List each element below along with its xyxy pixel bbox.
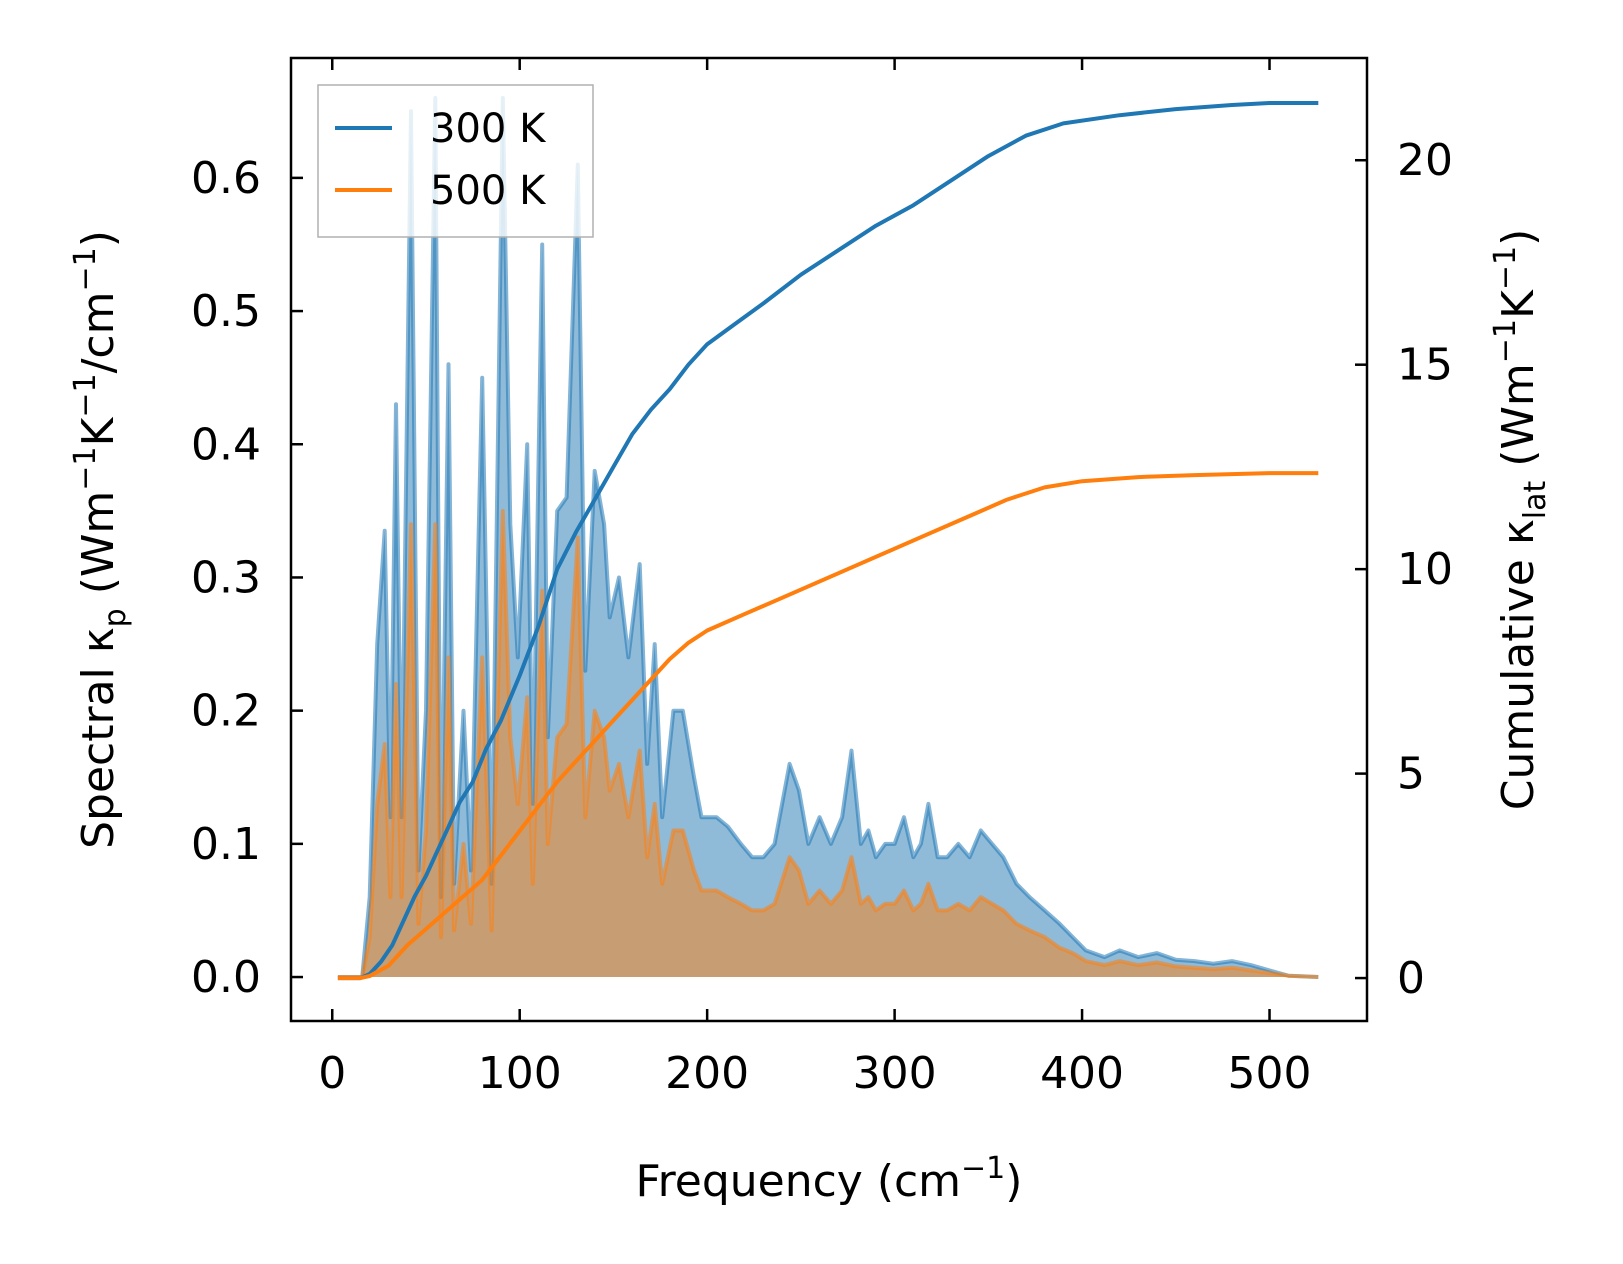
legend-box: [317, 84, 594, 238]
y-left-tick-label: 0.2: [191, 686, 261, 737]
y-right-tick-label: 10: [1397, 544, 1453, 595]
y-right-tick-label: 0: [1397, 953, 1425, 1004]
y-right-tick-label: 20: [1397, 135, 1453, 186]
500-k-cumulative-line: [337, 471, 1319, 981]
y-left-tick-label: 0.3: [191, 552, 261, 603]
x-tick-label: 200: [665, 1048, 749, 1099]
legend-label: 500 K: [430, 168, 547, 214]
x-tick-label: 100: [478, 1048, 562, 1099]
axis-labels: Frequency (cm−1) Spectral κp (Wm−1K−1/cm−…: [68, 229, 1553, 1207]
y-right-tick-label: 5: [1397, 749, 1425, 800]
ticks-layer: 0 100 200 300 400 500 0.0 0.1 0.2 0.3 0.4 0.5 0.6 0 5 1…: [191, 58, 1453, 1099]
300-k-cumulative-line: [337, 101, 1319, 981]
x-tick-label: 0: [318, 1048, 346, 1099]
300-k-spectral-line: [337, 96, 1319, 979]
x-tick-label: 400: [1040, 1048, 1124, 1099]
y-right-axis-label: Cumulative κlat (Wm−1K−1): [1488, 229, 1553, 811]
plot-frame: [289, 56, 1369, 1023]
500-k-spectral-fill: [337, 510, 1319, 977]
x-tick-label: 300: [853, 1048, 937, 1099]
y-right-tick-label: 15: [1397, 340, 1453, 391]
x-axis-label: Frequency (cm−1): [636, 1151, 1023, 1207]
y-left-tick-label: 0.0: [191, 952, 261, 1003]
series-layer: [337, 96, 1319, 981]
x-tick-label: 500: [1228, 1048, 1312, 1099]
legend-label: 300 K: [430, 106, 547, 152]
y-left-axis-label: Spectral κp (Wm−1K−1/cm−1): [68, 230, 133, 849]
y-left-tick-label: 0.1: [191, 819, 261, 870]
y-left-tick-label: 0.6: [191, 153, 261, 204]
500-k-spectral-line: [337, 508, 1319, 979]
y-left-tick-label: 0.4: [191, 419, 261, 470]
y-left-tick-label: 0.5: [191, 286, 261, 337]
legend: 300 K 500 K: [317, 84, 594, 238]
